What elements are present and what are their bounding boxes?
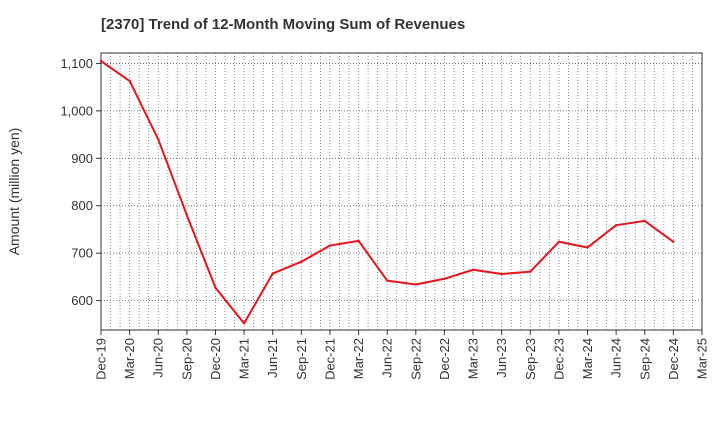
x-tick-label: Dec-19 — [94, 338, 109, 380]
data-point — [586, 246, 589, 249]
y-tick-label: 1,100 — [60, 56, 93, 71]
series-layer — [99, 59, 675, 325]
x-tick-label: Dec-20 — [208, 338, 223, 380]
data-point — [357, 239, 360, 243]
x-tick-label: Sep-24 — [637, 338, 652, 380]
data-point — [271, 272, 274, 275]
y-tick-label: 900 — [71, 151, 93, 166]
x-tick-label: Mar-23 — [466, 338, 481, 379]
y-tick-label: 1,000 — [60, 103, 93, 118]
data-point — [300, 260, 303, 263]
x-tick-label: Jun-23 — [494, 338, 509, 378]
x-tick-label: Dec-24 — [666, 338, 681, 380]
x-tick-label: Jun-22 — [380, 338, 395, 378]
data-point — [614, 223, 618, 227]
data-point — [529, 270, 532, 273]
data-point — [99, 59, 103, 63]
x-tick-label: Mar-25 — [695, 338, 710, 379]
x-tick-label: Mar-20 — [122, 338, 137, 379]
y-tick-label: 700 — [71, 246, 93, 261]
data-point — [500, 272, 503, 276]
axes — [96, 52, 703, 335]
data-point — [242, 322, 246, 325]
x-tick-label: Jun-20 — [151, 338, 166, 378]
data-point — [214, 286, 217, 289]
x-tick-label: Mar-21 — [237, 338, 252, 379]
data-point — [414, 283, 418, 286]
data-point — [471, 268, 475, 271]
data-point — [643, 219, 646, 223]
y-axis-label: Amount (million yen) — [6, 128, 22, 256]
data-point — [157, 138, 160, 141]
x-tick-label: Dec-23 — [551, 338, 566, 380]
x-tick-label: Sep-20 — [179, 338, 194, 380]
tick-labels: 600 700 800 900 1,000 1,100 Dec-19 Mar-20 Jun-20… — [6, 56, 710, 380]
data-point — [672, 240, 675, 243]
data-point — [185, 214, 189, 217]
x-tick-label: Sep-21 — [294, 338, 309, 380]
x-tick-label: Mar-22 — [351, 338, 366, 379]
plot-frame — [100, 52, 703, 331]
y-tick-label: 800 — [71, 198, 93, 213]
x-tick-label: Jun-21 — [265, 338, 280, 378]
data-point — [128, 79, 131, 83]
x-tick-label: Sep-23 — [523, 338, 538, 380]
x-tick-label: Dec-21 — [322, 338, 337, 380]
y-tick-label: 600 — [71, 293, 93, 308]
data-point — [443, 277, 446, 280]
chart-title: [2370] Trend of 12-Month Moving Sum of R… — [101, 16, 466, 33]
data-point — [328, 244, 332, 247]
data-point — [385, 279, 389, 282]
grid-lines — [101, 53, 702, 330]
data-point — [557, 240, 561, 243]
x-tick-label: Sep-22 — [408, 338, 423, 380]
x-tick-label: Dec-22 — [437, 338, 452, 380]
x-tick-label: Mar-24 — [580, 338, 595, 379]
x-tick-label: Jun-24 — [609, 338, 624, 378]
